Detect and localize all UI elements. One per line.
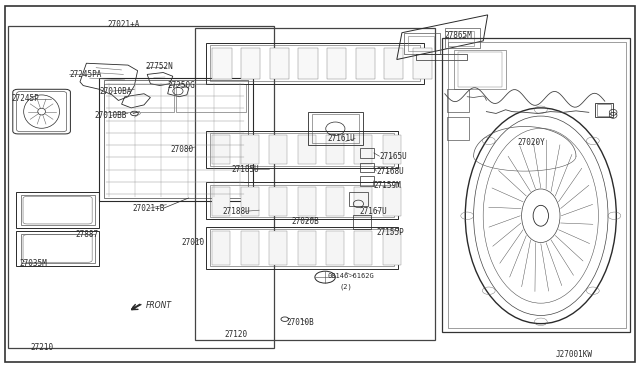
Bar: [16, 192, 99, 228]
Bar: [408, 36, 434, 51]
Bar: [383, 187, 401, 216]
Bar: [447, 117, 469, 140]
Bar: [298, 135, 316, 164]
Bar: [308, 112, 363, 145]
Text: 27250G: 27250G: [168, 81, 195, 90]
Text: J27001KW: J27001KW: [556, 350, 593, 359]
Bar: [442, 38, 630, 332]
Bar: [269, 135, 287, 164]
Bar: [445, 28, 480, 48]
Bar: [206, 227, 398, 269]
Bar: [212, 231, 230, 265]
Text: 27165U: 27165U: [380, 152, 407, 161]
Bar: [206, 131, 398, 168]
Bar: [206, 43, 424, 84]
Bar: [383, 135, 401, 164]
Bar: [298, 48, 317, 79]
Bar: [326, 231, 344, 265]
Text: 27168U: 27168U: [376, 167, 404, 176]
Bar: [383, 231, 401, 265]
Bar: [212, 48, 232, 79]
Bar: [212, 187, 230, 216]
Text: 27020Y: 27020Y: [517, 138, 545, 147]
Bar: [269, 231, 287, 265]
Bar: [104, 84, 174, 112]
Bar: [413, 48, 432, 79]
Bar: [206, 182, 398, 219]
Bar: [448, 31, 474, 46]
Bar: [210, 45, 420, 81]
Bar: [360, 163, 374, 172]
Bar: [269, 187, 287, 216]
Bar: [241, 48, 260, 79]
Bar: [355, 187, 372, 216]
Bar: [454, 50, 506, 89]
Text: 27245PA: 27245PA: [69, 70, 102, 79]
Text: 27245P: 27245P: [12, 94, 39, 103]
Bar: [176, 84, 246, 112]
Text: 27167U: 27167U: [360, 207, 387, 216]
Bar: [210, 229, 394, 266]
Bar: [21, 234, 95, 263]
Text: 27010BA: 27010BA: [99, 87, 132, 96]
Text: 27161U: 27161U: [328, 134, 355, 143]
Text: 27887: 27887: [76, 230, 99, 239]
Text: 27210: 27210: [31, 343, 54, 352]
Text: (2): (2): [339, 283, 352, 290]
Bar: [298, 231, 316, 265]
Bar: [210, 133, 394, 166]
Text: 27010: 27010: [181, 238, 204, 247]
Text: 27185U: 27185U: [232, 165, 259, 174]
Text: 08146-6162G: 08146-6162G: [328, 273, 374, 279]
Text: 27080: 27080: [171, 145, 194, 154]
Bar: [458, 52, 502, 87]
Bar: [360, 148, 374, 158]
Text: 27035M: 27035M: [19, 259, 47, 268]
Text: 27159M: 27159M: [373, 182, 401, 190]
Bar: [597, 104, 611, 116]
Bar: [16, 231, 99, 266]
Bar: [312, 114, 359, 143]
Bar: [298, 187, 316, 216]
Text: 27021+A: 27021+A: [108, 20, 140, 29]
Text: 27020B: 27020B: [291, 217, 319, 226]
Bar: [416, 54, 467, 60]
Bar: [210, 185, 394, 217]
Bar: [447, 89, 469, 112]
Bar: [21, 195, 95, 225]
Text: 27010BB: 27010BB: [95, 111, 127, 120]
Bar: [355, 231, 372, 265]
Text: 27120: 27120: [224, 330, 247, 339]
Bar: [448, 42, 626, 328]
Bar: [355, 135, 372, 164]
Bar: [8, 26, 274, 348]
Bar: [241, 187, 259, 216]
Bar: [212, 135, 230, 164]
Bar: [327, 48, 346, 79]
Bar: [104, 80, 248, 198]
Bar: [269, 48, 289, 79]
Bar: [384, 48, 403, 79]
Bar: [241, 231, 259, 265]
Bar: [326, 187, 344, 216]
Bar: [404, 33, 440, 54]
Bar: [195, 28, 435, 340]
Bar: [349, 192, 368, 206]
Bar: [326, 135, 344, 164]
Text: 27155P: 27155P: [376, 228, 404, 237]
Text: 27188U: 27188U: [223, 207, 250, 216]
Bar: [356, 48, 375, 79]
Bar: [360, 176, 374, 186]
Text: 27752N: 27752N: [146, 62, 173, 71]
Bar: [595, 103, 613, 117]
Bar: [353, 215, 371, 229]
Text: 27021+B: 27021+B: [132, 204, 165, 213]
Text: 27865M: 27865M: [445, 31, 472, 40]
Text: FRONT: FRONT: [146, 301, 172, 310]
Bar: [99, 78, 253, 201]
Text: 27010B: 27010B: [287, 318, 314, 327]
Bar: [241, 135, 259, 164]
